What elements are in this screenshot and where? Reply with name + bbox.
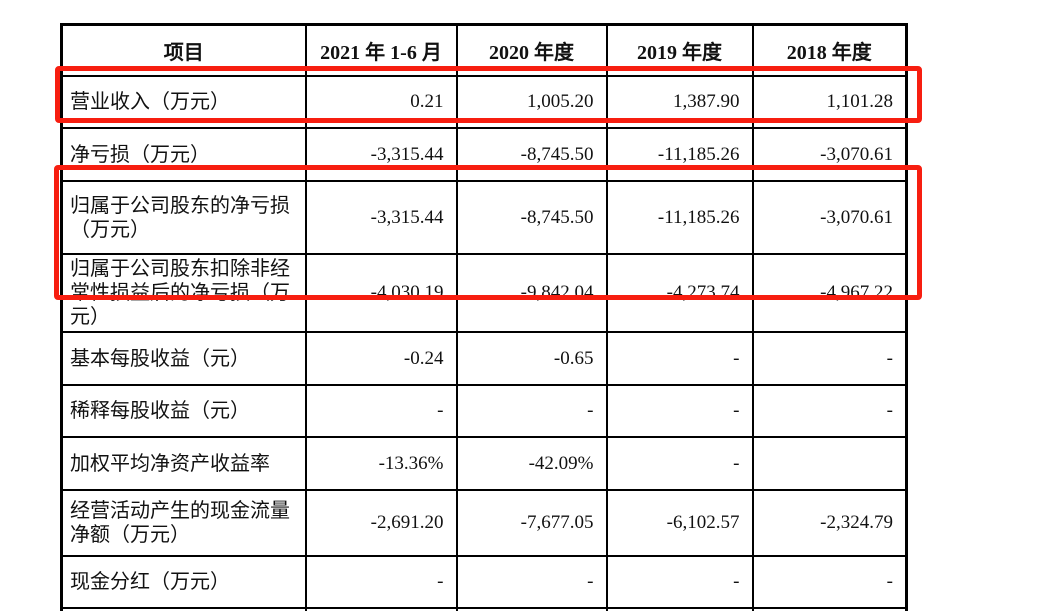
row-value: -11,185.26 — [605, 127, 754, 182]
column-header-2020: 2020 年度 — [455, 23, 608, 77]
row-value: 不适用 — [304, 607, 458, 611]
row-value: - — [304, 384, 458, 438]
row-value: -3,070.61 — [751, 127, 908, 182]
row-value: -2,324.79 — [751, 489, 908, 557]
row-label: 基本每股收益（元） — [60, 331, 307, 386]
row-value: - — [455, 384, 608, 438]
row-value: -4,030.19 — [304, 253, 458, 333]
table-row: 基本每股收益（元） -0.24 -0.65- - — [60, 331, 908, 386]
row-value: -6,102.57 — [605, 489, 754, 557]
row-value: - — [605, 555, 754, 609]
row-value: -3,070.61 — [751, 180, 908, 255]
column-header-item: 项目 — [60, 23, 307, 77]
row-value: -4,967.22 — [751, 253, 908, 333]
row-value: -4,273.74 — [605, 253, 754, 333]
row-label: 营业收入（万元） — [60, 75, 307, 129]
row-value: -0.24 — [304, 331, 458, 386]
row-value: -3,315.44 — [304, 180, 458, 255]
row-value: -2,691.20 — [304, 489, 458, 557]
row-value — [751, 436, 908, 491]
table-body: 营业收入（万元） 0.21 1,005.20 1,387.90 1,101.28 净亏损（… — [60, 75, 908, 611]
row-value: -9,842.04 — [455, 253, 608, 333]
row-value: -3,315.44 — [304, 127, 458, 182]
row-value: 394.04% — [751, 607, 908, 611]
row-value: 1,387.90 — [605, 75, 754, 129]
row-value: -0.65 — [455, 331, 608, 386]
header-row: 项目 2021 年 1-6 月 2020 年度 2019 年度 2018 年度 — [60, 23, 908, 77]
row-label: 稀释每股收益（元） — [60, 384, 307, 438]
column-header-2018: 2018 年度 — [751, 23, 908, 77]
row-label: 加权平均净资产收益率 — [60, 436, 307, 491]
table-row: 归属于公司股东扣除非经常性损益后的净亏损（万元） -4,030.19 -9,842.… — [60, 253, 908, 333]
table-row: 稀释每股收益（元） - - - - — [60, 384, 908, 438]
row-label: 研发费用占营业收入的比例 — [60, 607, 307, 611]
row-value: - — [751, 331, 908, 386]
table-row: 加权平均净资产收益率 -13.36% -42.09% - — [60, 436, 908, 491]
table-row: 归属于公司股东的净亏损（万元） -3,315.44 -8,745.50 -11,185… — [60, 180, 908, 255]
table-row: 现金分红（万元） - - - - — [60, 555, 908, 609]
row-value: - — [751, 384, 908, 438]
row-label: 净亏损（万元） — [60, 127, 307, 182]
row-value: -8,745.50 — [455, 180, 608, 255]
row-label: 现金分红（万元） — [60, 555, 307, 609]
table-row: 研发费用占营业收入的比例不适用882.83%860.94%394.04% — [60, 607, 908, 611]
row-value: - — [455, 555, 608, 609]
table-row: 净亏损（万元） -3,315.44 -8,745.50 -11,185.26 -3,07… — [60, 127, 908, 182]
row-value: -42.09% — [455, 436, 608, 491]
row-value: 882.83% — [455, 607, 608, 611]
row-value: 0.21 — [304, 75, 458, 129]
row-value: - — [605, 436, 754, 491]
row-value: - — [304, 555, 458, 609]
row-value: - — [751, 555, 908, 609]
row-value: 860.94% — [605, 607, 754, 611]
table-row: 营业收入（万元） 0.21 1,005.20 1,387.90 1,101.28 — [60, 75, 908, 129]
row-label: 经营活动产生的现金流量净额（万元） — [60, 489, 307, 557]
column-header-2021h1: 2021 年 1-6 月 — [304, 23, 458, 77]
row-value: -7,677.05 — [455, 489, 608, 557]
row-value: - — [605, 331, 754, 386]
financial-summary-table: 项目 2021 年 1-6 月 2020 年度 2019 年度 2018 年度 … — [60, 23, 908, 611]
row-value: 1,101.28 — [751, 75, 908, 129]
row-label: 归属于公司股东扣除非经常性损益后的净亏损（万元） — [60, 253, 307, 333]
row-label: 归属于公司股东的净亏损（万元） — [60, 180, 307, 255]
row-value: - — [605, 384, 754, 438]
table-row: 经营活动产生的现金流量净额（万元） -2,691.20 -7,677.05 -6,10… — [60, 489, 908, 557]
column-header-2019: 2019 年度 — [605, 23, 754, 77]
row-value: -11,185.26 — [605, 180, 754, 255]
row-value: -13.36% — [304, 436, 458, 491]
row-value: -8,745.50 — [455, 127, 608, 182]
row-value: 1,005.20 — [455, 75, 608, 129]
